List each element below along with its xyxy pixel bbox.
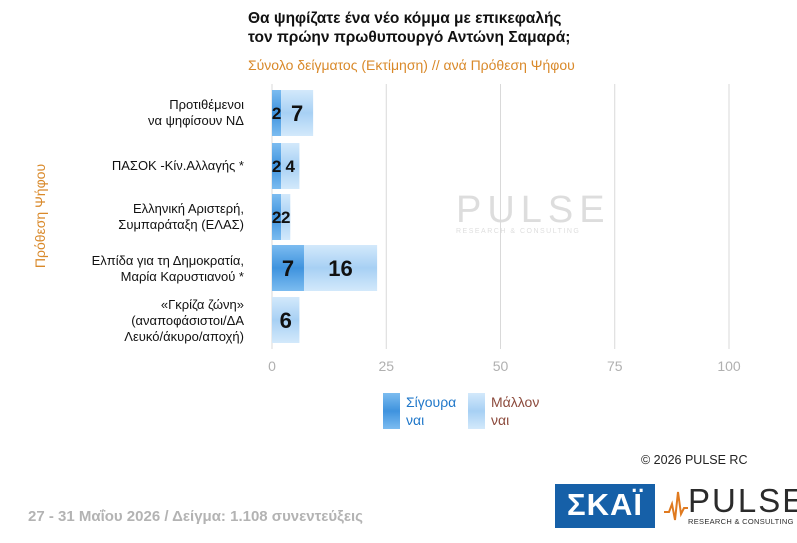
- pulse-watermark: PULSE RESEARCH & CONSULTING: [456, 189, 611, 235]
- title-line-2: τον πρώην πρωθυπουργό Αντώνη Σαμαρά;: [248, 29, 571, 46]
- chart-title: Θα ψηφίζατε ένα νέο κόμμα με επικεφαλής …: [248, 9, 570, 47]
- category-text: Μαρία Καρυστιανού *: [120, 269, 244, 284]
- skai-logo-text: ΣΚΑΪ: [567, 487, 643, 522]
- category-text: να ψηφίσουν ΝΔ: [148, 113, 244, 128]
- bar-maybe: [281, 90, 314, 136]
- title-line-1: Θα ψηφίζατε ένα νέο κόμμα με επικεφαλής: [248, 10, 562, 27]
- legend-text: ναι: [406, 412, 425, 428]
- data-label-sure: 2: [272, 104, 281, 123]
- bar-maybe: [272, 297, 300, 343]
- legend-swatch-maybe: [468, 393, 485, 429]
- data-label-maybe: 4: [286, 157, 296, 176]
- category-label-pasok: ΠΑΣΟΚ -Κίν.Αλλαγής *: [112, 158, 244, 174]
- pulse-logo-name: PULSE: [688, 482, 797, 519]
- category-text: (αναποφάσιστοι/ΔΑ: [131, 313, 244, 328]
- watermark-sub: RESEARCH & CONSULTING: [456, 228, 581, 235]
- data-label-maybe: 7: [291, 101, 303, 126]
- bar-sure: [272, 90, 282, 136]
- pulse-logo-sub: RESEARCH & CONSULTING: [688, 517, 794, 526]
- legend-text: ναι: [491, 412, 510, 428]
- copyright: © 2026 PULSE RC: [641, 453, 748, 467]
- category-text: Συμπαράταξη (ΕΛΑΣ): [118, 217, 244, 232]
- bar-maybe: [303, 245, 378, 291]
- category-label-gray-zone: «Γκρίζα ζώνη» (αναποφάσιστοι/ΔΑ Λευκό/άκ…: [124, 297, 244, 345]
- legend-swatch-sure: [383, 393, 400, 429]
- x-tick-label: 25: [378, 358, 394, 374]
- category-text: Προτιθέμενοι: [169, 97, 244, 112]
- data-label-maybe: 16: [328, 256, 352, 281]
- category-label-elas: Ελληνική Αριστερή, Συμπαράταξη (ΕΛΑΣ): [118, 201, 244, 233]
- category-label-elpida: Ελπίδα για τη Δημοκρατία, Μαρία Καρυστια…: [92, 253, 244, 285]
- watermark-name: PULSE: [456, 189, 611, 231]
- category-text: ΠΑΣΟΚ -Κίν.Αλλαγής *: [111, 158, 244, 173]
- chart-subtitle: Σύνολο δείγματος (Εκτίμηση) // ανά Πρόθε…: [248, 57, 575, 73]
- legend-text: Σίγουρα: [406, 394, 457, 410]
- category-text: Λευκό/άκυρο/αποχή): [124, 329, 244, 344]
- skai-logo: ΣΚΑΪ: [555, 484, 655, 528]
- data-label-sure: 2: [272, 157, 281, 176]
- footer-sample-info: 27 - 31 Μαΐου 2026 / Δείγμα: 1.108 συνεν…: [28, 508, 363, 525]
- category-text: Ελληνική Αριστερή,: [132, 201, 244, 216]
- legend-label-sure: Σίγουρα ναι: [406, 393, 456, 429]
- bar-maybe: [281, 143, 300, 189]
- pulse-logo: PULSE RESEARCH & CONSULTING: [664, 482, 797, 530]
- x-tick-label: 100: [717, 358, 741, 374]
- legend-text: Μάλλον: [491, 394, 540, 410]
- data-label-maybe: 6: [280, 308, 292, 333]
- bar-maybe: [281, 194, 291, 240]
- bar-sure: [272, 143, 282, 189]
- category-text: Ελπίδα για τη Δημοκρατία,: [91, 253, 244, 268]
- pulse-wave-icon: [664, 491, 688, 521]
- x-tick-label: 75: [607, 358, 623, 374]
- data-label-sure: 2: [272, 208, 281, 227]
- legend-label-maybe: Μάλλον ναι: [491, 393, 539, 429]
- category-text: «Γκρίζα ζώνη»: [160, 297, 244, 312]
- data-label-maybe: 2: [281, 208, 290, 227]
- x-tick-label: 0: [268, 358, 276, 374]
- bar-sure: [272, 194, 282, 240]
- bar-sure: [272, 245, 304, 291]
- category-label-nd: Προτιθέμενοι να ψηφίσουν ΝΔ: [148, 97, 244, 129]
- x-tick-label: 50: [493, 358, 509, 374]
- data-label-sure: 7: [282, 256, 294, 281]
